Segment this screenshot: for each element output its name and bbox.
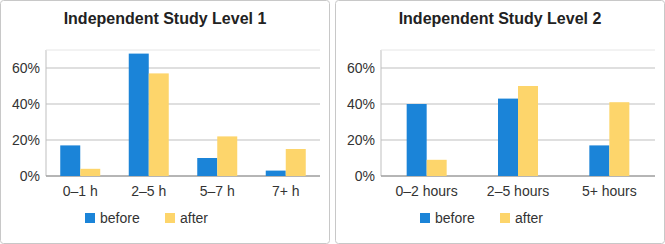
panel-frame <box>336 1 665 244</box>
title: Independent Study Level 1 <box>64 10 267 27</box>
y-axis-line <box>381 50 382 176</box>
bar <box>80 169 100 176</box>
panel-frame <box>1 1 330 244</box>
y-tick-label: 60% <box>12 60 40 76</box>
panel: Independent Study Level 2 0% 20% 40% 60% 0–2 … <box>336 1 665 244</box>
bar <box>149 73 169 176</box>
x-tick-label: 0–2 hours <box>396 183 458 199</box>
legend-label: after <box>180 210 208 226</box>
legend-label: before <box>435 210 475 226</box>
bar <box>589 145 609 176</box>
bars <box>60 54 306 176</box>
range-top-line <box>381 50 655 51</box>
bar <box>60 145 80 176</box>
y-tick-label: 40% <box>12 96 40 112</box>
y-tick-label: 40% <box>347 96 375 112</box>
x-tick-label: 5–7 h <box>200 183 235 199</box>
y-tick-label: 0% <box>20 168 40 184</box>
y-tick-label: 20% <box>347 132 375 148</box>
y-tick-label: 20% <box>12 132 40 148</box>
grid-line <box>381 68 655 69</box>
x-tick-label: 5+ hours <box>582 183 637 199</box>
bar <box>129 54 149 176</box>
bar <box>407 104 427 176</box>
legend-label: before <box>100 210 140 226</box>
legend-swatch <box>165 213 175 223</box>
bar <box>266 171 286 176</box>
bar <box>286 149 306 176</box>
grid-line <box>46 104 320 105</box>
range-top-line <box>46 50 320 51</box>
legend-label: after <box>515 210 543 226</box>
x-tick-label: 2–5 hours <box>487 183 549 199</box>
grid-line <box>46 140 320 141</box>
bar <box>609 102 629 176</box>
chart-canvas: Independent Study Level 1 0% 20% 40% 60% 0–1 … <box>0 0 665 244</box>
legend-swatch <box>85 213 95 223</box>
grid-line <box>46 68 320 69</box>
x-tick-label: 7+ h <box>272 183 300 199</box>
bar <box>498 99 518 176</box>
bars <box>407 86 630 176</box>
y-axis-line <box>46 50 47 176</box>
x-tick-label: 0–1 h <box>63 183 98 199</box>
bar <box>197 158 217 176</box>
bar <box>427 160 447 176</box>
bar <box>518 86 538 176</box>
legend-swatch <box>500 213 510 223</box>
title: Independent Study Level 2 <box>399 10 602 27</box>
legend-swatch <box>420 213 430 223</box>
bar <box>217 136 237 176</box>
y-tick-label: 0% <box>355 168 375 184</box>
y-tick-label: 60% <box>347 60 375 76</box>
panel: Independent Study Level 1 0% 20% 40% 60% 0–1 … <box>1 1 330 244</box>
x-tick-label: 2–5 h <box>131 183 166 199</box>
